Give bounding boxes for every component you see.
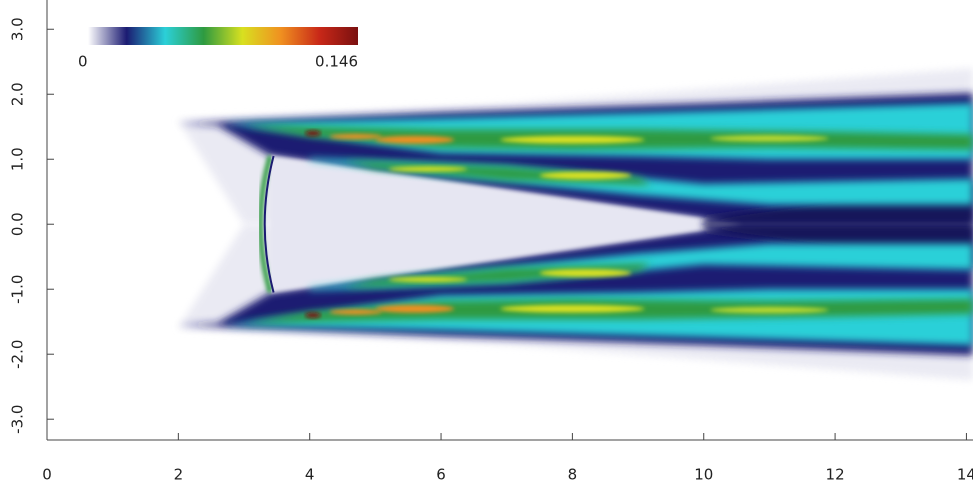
x-tick-label: 2 [174,466,184,484]
colorbar [88,27,358,45]
flow-streak [710,135,829,142]
flow-streak [539,171,632,180]
flow-streak [305,130,321,136]
y-tick-label: 2.0 [9,82,27,106]
flow-streak [539,269,632,277]
flow-streak [500,135,645,144]
y-tick-label: 0.0 [9,212,27,236]
flow-streak [388,166,468,172]
flow-streak [375,304,455,313]
axes: 0 2 4 6 8 10 12 14 3.0 2.0 1.0 0.0 -1.0 -2.0 -3.0 [9,0,973,484]
y-tick-label: 1.0 [9,147,27,171]
flow-streak [329,133,382,140]
x-tick-label: 6 [436,466,446,484]
flow-streak [329,309,382,315]
colorbar-max: 0.146 [315,53,358,71]
y-tick-label: -2.0 [9,340,27,369]
x-tick-label: 10 [694,466,713,484]
flow-streak [375,135,455,144]
y-tick-label: 3.0 [9,17,27,41]
colorbar-min: 0 [78,53,88,71]
shock-front [263,155,275,293]
x-tick-label: 4 [305,466,315,484]
flow-core [270,155,744,293]
x-tick-label: 0 [42,466,52,484]
y-tick-label: -1.0 [9,275,27,304]
flow-streak [388,276,468,283]
flow-streak [500,304,645,313]
flow-field [178,68,973,381]
x-tick-label: 12 [826,466,845,484]
x-tick-label: 8 [568,466,578,484]
x-tick-label: 14 [957,466,973,484]
shock-front [257,155,273,294]
flow-streak [305,312,321,318]
flow-streak [710,306,829,314]
y-tick-label: -3.0 [9,405,27,434]
